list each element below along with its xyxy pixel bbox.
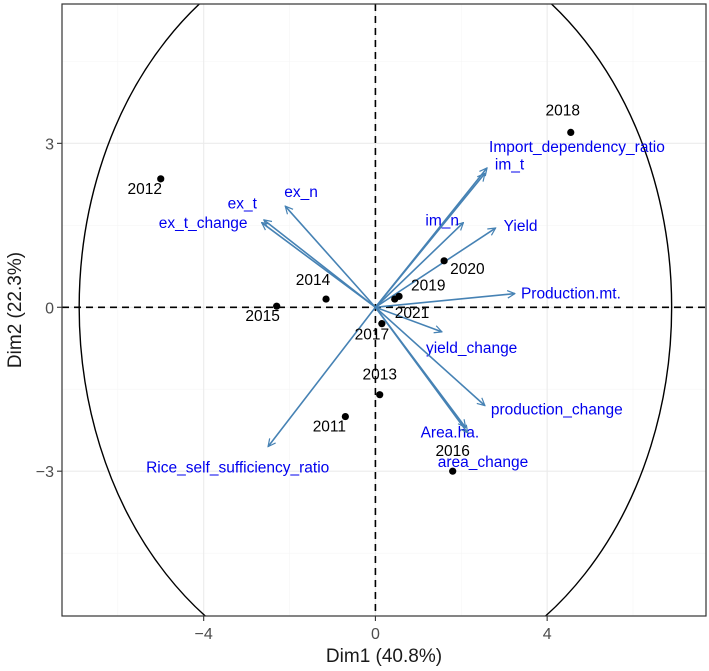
variable-arrow-im-n	[374, 223, 463, 308]
y-axis-title: Dim2 (22.3%)	[5, 252, 26, 368]
variable-arrow-ex-t-change	[264, 220, 376, 308]
y-tick-label: −3	[36, 464, 54, 481]
point-2015	[273, 302, 281, 310]
variable-arrow-yield-change	[375, 306, 442, 332]
axis-ticks: −4 0 4 −3 0 3	[36, 136, 552, 643]
variable-arrow-production-change	[374, 306, 484, 405]
x-tick-label: 4	[543, 626, 552, 643]
point-2017	[378, 320, 386, 328]
point-label-2016: 2016	[435, 443, 469, 460]
y-tick-label: 0	[45, 300, 54, 317]
variable-arrow-im-t	[374, 173, 484, 308]
variable-label-area-change: area_change	[438, 454, 528, 471]
variable-label-ex-t: ex_t	[228, 196, 258, 213]
variable-label-production-change: production_change	[491, 402, 623, 419]
point-label-2011: 2011	[313, 419, 346, 436]
variable-arrow-production-mt	[375, 294, 515, 309]
point-2011	[341, 412, 349, 421]
point-2020	[440, 257, 448, 265]
individual-points: 2011 2012 2013 2014 2015 2016 2017 2018 2019 2020…	[128, 102, 580, 475]
point-label-2020: 2020	[450, 261, 485, 278]
correlation-circle	[78, 4, 673, 616]
variable-label-rice-self-sufficiency-ratio: Rice_self_sufficiency_ratio	[146, 460, 329, 477]
x-tick-label: 0	[371, 626, 380, 643]
x-tick-label: −4	[195, 626, 213, 643]
variable-label-im-t: im_t	[495, 156, 525, 173]
panel-border	[61, 3, 707, 617]
y-tick-label: 3	[45, 136, 54, 153]
point-label-2019: 2019	[411, 277, 445, 294]
point-label-2015: 2015	[245, 308, 279, 325]
point-label-2017: 2017	[355, 327, 389, 344]
point-label-2013: 2013	[362, 367, 396, 384]
variable-arrow-yield	[374, 228, 495, 308]
point-2014	[322, 295, 330, 303]
point-2016	[449, 467, 457, 475]
variable-label-production-mt: Production.mt.	[521, 286, 621, 303]
point-2013	[376, 391, 384, 399]
variable-label-area-ha: Area.ha.	[421, 424, 480, 441]
point-2018	[567, 128, 575, 137]
variable-arrow-rice-self-sufficiency-ratio	[268, 306, 377, 446]
variable-arrow-area-change	[374, 306, 467, 433]
variable-label-yield: Yield	[504, 218, 538, 235]
point-label-2012: 2012	[128, 181, 162, 198]
variable-label-ex-t-change: ex_t_change	[159, 215, 248, 232]
variable-arrow-ex-n	[285, 206, 377, 308]
point-2021	[391, 295, 399, 303]
point-label-2014: 2014	[296, 272, 331, 289]
variable-label-im-n: im_n	[425, 213, 459, 230]
x-axis-title: Dim1 (40.8%)	[326, 646, 442, 667]
variable-label-ex-n: ex_n	[284, 184, 318, 201]
point-label-2018: 2018	[546, 102, 580, 119]
point-label-2021: 2021	[395, 305, 429, 322]
point-2012	[157, 175, 165, 183]
variable-label-import-dependency-ratio: Import_dependency_ratio	[489, 139, 665, 156]
variable-label-yield-change: yield_change	[426, 340, 517, 357]
